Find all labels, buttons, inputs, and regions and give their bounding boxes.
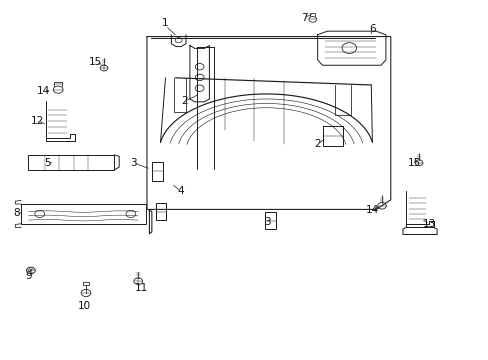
Text: 14: 14 (37, 86, 50, 96)
Text: 8: 8 (13, 208, 20, 218)
Bar (156, 203, 166, 220)
Text: 9: 9 (25, 271, 32, 281)
Text: 11: 11 (134, 283, 147, 293)
Text: 3: 3 (130, 158, 136, 168)
Text: 3: 3 (264, 217, 271, 227)
Text: 15: 15 (407, 158, 420, 168)
Bar (264, 212, 275, 229)
Text: 2: 2 (182, 96, 188, 106)
Text: 5: 5 (43, 158, 50, 168)
Text: 13: 13 (422, 219, 435, 229)
Text: 10: 10 (78, 301, 91, 311)
Text: 6: 6 (368, 24, 375, 35)
Text: 1: 1 (162, 18, 168, 28)
Text: 7: 7 (300, 13, 306, 23)
Text: 12: 12 (31, 116, 44, 126)
Text: 14: 14 (365, 206, 378, 216)
Text: 15: 15 (89, 57, 102, 67)
Bar (152, 162, 162, 181)
Bar (83, 282, 89, 285)
Text: 2: 2 (314, 139, 320, 149)
Bar (21, 204, 145, 224)
Text: 4: 4 (178, 186, 184, 197)
